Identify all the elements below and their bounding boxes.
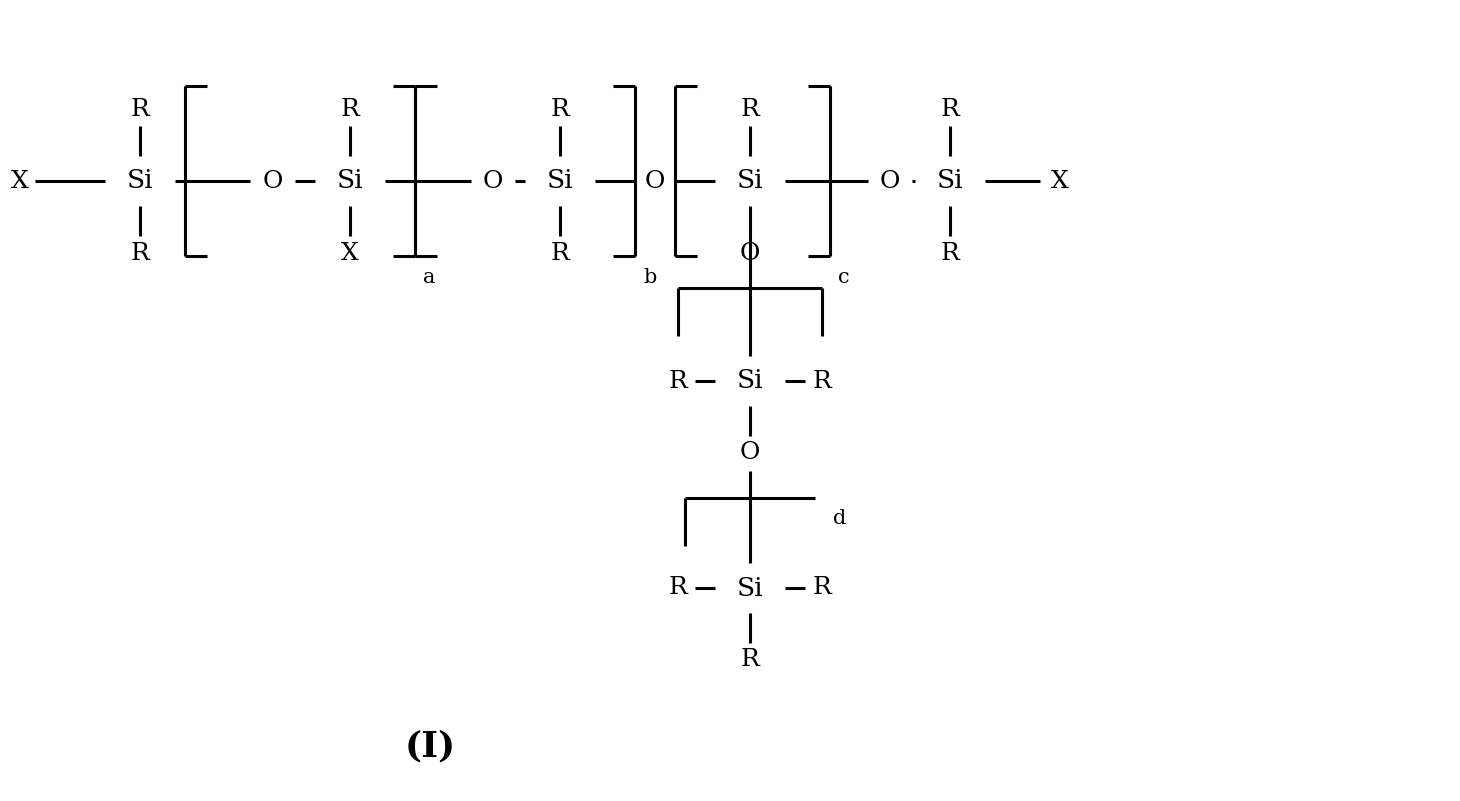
Text: Si: Si: [737, 368, 764, 393]
Text: b: b: [642, 268, 656, 287]
Text: O: O: [263, 170, 283, 192]
Text: R: R: [340, 98, 359, 120]
Text: c: c: [838, 268, 850, 287]
Text: Si: Si: [737, 575, 764, 601]
Text: Si: Si: [737, 168, 764, 194]
Text: Si: Si: [937, 168, 964, 194]
Text: O: O: [482, 170, 502, 192]
Text: R: R: [940, 98, 959, 120]
Text: R: R: [813, 369, 831, 392]
Text: Si: Si: [127, 168, 153, 194]
Text: R: R: [130, 241, 149, 264]
Text: R: R: [940, 241, 959, 264]
Text: (I): (I): [404, 729, 456, 763]
Text: R: R: [669, 369, 688, 392]
Text: Si: Si: [546, 168, 574, 194]
Text: O: O: [645, 170, 666, 192]
Text: R: R: [740, 649, 759, 671]
Text: X: X: [1051, 170, 1069, 192]
Text: Si: Si: [337, 168, 364, 194]
Text: R: R: [550, 98, 569, 120]
Text: R: R: [550, 241, 569, 264]
Text: a: a: [423, 268, 435, 287]
Text: O: O: [880, 170, 901, 192]
Text: R: R: [130, 98, 149, 120]
Text: R: R: [669, 577, 688, 599]
Text: R: R: [740, 98, 759, 120]
Text: d: d: [834, 509, 847, 528]
Text: O: O: [740, 241, 761, 264]
Text: X: X: [12, 170, 29, 192]
Text: O: O: [740, 441, 761, 465]
Text: R: R: [813, 577, 831, 599]
Text: X: X: [342, 241, 359, 264]
